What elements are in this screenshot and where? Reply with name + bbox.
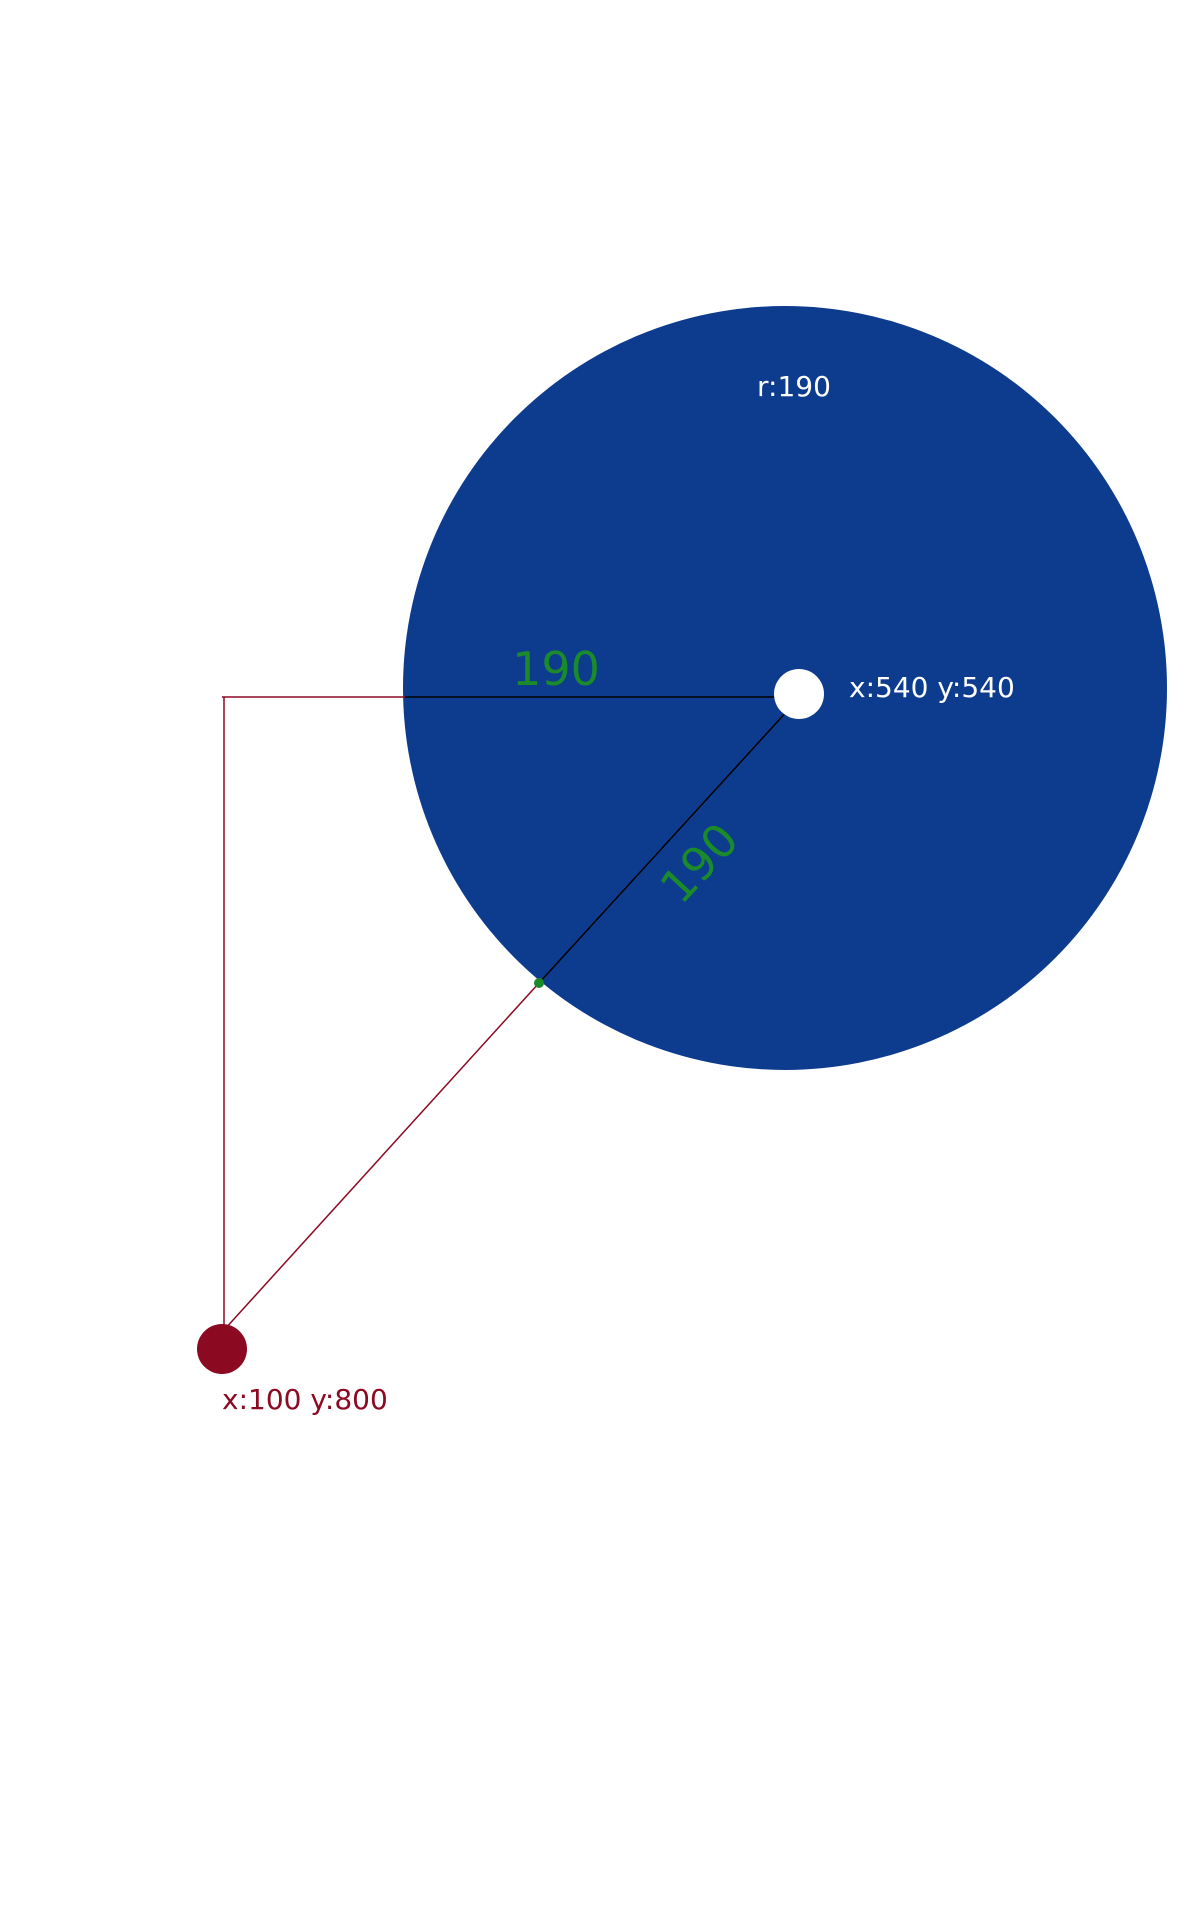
radius-label: r:190 xyxy=(757,370,831,403)
horizontal-measure-label: 190 xyxy=(512,642,600,696)
point-coordinate-label: x:100 y:800 xyxy=(222,1383,388,1416)
intersection-dot xyxy=(534,978,544,988)
diagonal-guide-line xyxy=(223,982,540,1331)
diagonal-radius-line xyxy=(538,696,801,984)
center-dot xyxy=(774,669,824,719)
external-point xyxy=(197,1324,247,1374)
center-coordinate-label: x:540 y:540 xyxy=(849,671,1015,704)
